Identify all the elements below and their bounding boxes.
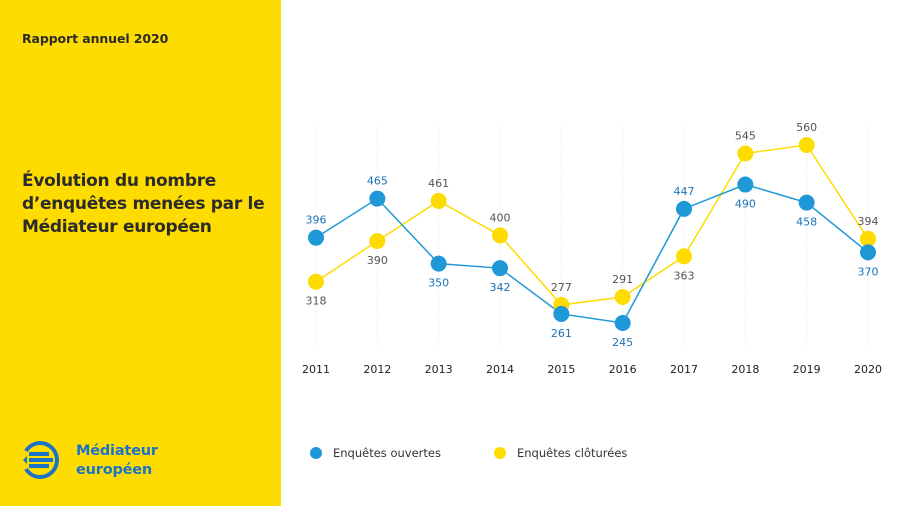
legend-marker-clotures: [494, 447, 506, 459]
data-label-clotures: 461: [428, 177, 449, 190]
legend-item-ouvertes: Enquêtes ouvertes: [310, 446, 441, 460]
data-point-ouvertes: [798, 194, 815, 211]
x-tick-label: 2017: [670, 363, 698, 376]
data-label-ouvertes: 490: [735, 198, 756, 211]
data-point-ouvertes: [676, 200, 692, 217]
data-point-ouvertes: [614, 314, 631, 331]
x-tick-label: 2018: [731, 363, 759, 376]
data-label-ouvertes: 370: [858, 265, 879, 278]
series-line-clotures: [315, 144, 869, 306]
data-label-clotures: 394: [858, 215, 879, 228]
data-label-ouvertes: 342: [490, 281, 511, 294]
logo-text-line2: européen: [76, 462, 153, 478]
data-label-clotures: 318: [306, 295, 327, 308]
data-point-ouvertes: [369, 190, 386, 207]
data-label-ouvertes: 261: [551, 327, 572, 340]
data-point-clotures: [492, 227, 508, 244]
legend-label-ouvertes: Enquêtes ouvertes: [333, 446, 441, 460]
data-label-ouvertes: 458: [796, 216, 817, 229]
x-tick-label: 2016: [609, 363, 637, 376]
data-point-clotures: [430, 192, 447, 209]
european-ombudsman-logo-icon: [23, 441, 59, 479]
data-label-ouvertes: 245: [612, 336, 633, 349]
data-label-ouvertes: 447: [674, 185, 695, 198]
data-point-clotures: [308, 273, 324, 290]
data-point-clotures: [798, 137, 815, 153]
data-label-clotures: 560: [796, 121, 817, 134]
data-point-ouvertes: [492, 260, 508, 277]
data-point-ouvertes: [860, 244, 876, 261]
x-tick-label: 2019: [793, 363, 821, 376]
legend-item-clotures: Enquêtes clôturées: [494, 446, 627, 460]
x-tick-label: 2015: [547, 363, 575, 376]
x-tick-label: 2013: [425, 363, 453, 376]
line-chart: 2011 2012 2013 2014 2015 2016 2017 2018 2019 2020…: [302, 121, 882, 376]
data-point-clotures: [737, 145, 754, 162]
data-point-ouvertes: [737, 176, 754, 193]
data-label-clotures: 400: [490, 211, 511, 224]
data-label-ouvertes: 350: [428, 277, 449, 290]
data-label-clotures: 363: [674, 269, 695, 282]
legend-marker-ouvertes: [310, 447, 322, 459]
x-tick-label: 2020: [854, 363, 882, 376]
x-tick-label: 2012: [363, 363, 391, 376]
data-point-ouvertes: [308, 229, 324, 246]
data-point-clotures: [369, 233, 386, 250]
data-point-ouvertes: [430, 255, 447, 272]
data-label-clotures: 545: [735, 129, 756, 142]
data-label-clotures: 291: [612, 273, 633, 286]
data-point-clotures: [860, 230, 876, 247]
chart-title: Évolution du nombre d’enquêtes menées pa…: [22, 171, 265, 237]
logo-text: Médiateur européen: [76, 442, 158, 480]
data-point-clotures: [676, 248, 692, 265]
data-label-ouvertes: 465: [367, 175, 388, 188]
data-label-clotures: 390: [367, 254, 388, 267]
report-label: Rapport annuel 2020: [22, 31, 169, 46]
data-label-ouvertes: 396: [306, 214, 327, 227]
x-tick-label: 2014: [486, 363, 514, 376]
logo-text-line1: Médiateur: [76, 443, 158, 459]
data-point-clotures: [614, 288, 631, 305]
legend-label-clotures: Enquêtes clôturées: [517, 446, 628, 460]
data-label-clotures: 277: [551, 281, 572, 294]
sidebar: Rapport annuel 2020 Évolution du nombre …: [0, 0, 281, 506]
x-tick-label: 2011: [302, 363, 330, 376]
data-point-ouvertes: [553, 305, 570, 322]
series-line-ouvertes: [315, 183, 869, 324]
